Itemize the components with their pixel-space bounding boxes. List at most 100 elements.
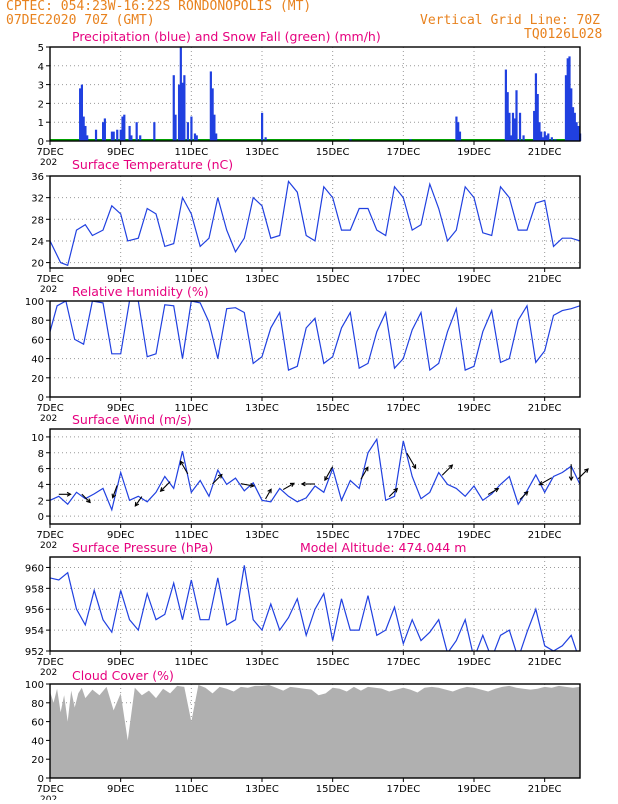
wind-vector-head-12 [364, 466, 369, 472]
cloud-frame [49, 683, 581, 779]
precip-bar [82, 116, 85, 141]
temp-series-line [50, 179, 580, 267]
wind-vector-head-5 [179, 460, 185, 466]
precip-bar [455, 116, 458, 141]
precip-xtick-label: 21DEC [528, 147, 562, 158]
precip-bar [547, 133, 550, 141]
rh-xtick-label: 17DEC [386, 403, 420, 414]
wind-vector-11 [324, 466, 334, 481]
precip-bar [515, 90, 518, 141]
wind-vector-head-10 [300, 481, 306, 487]
precip-bar [130, 135, 133, 141]
pres-xtick-label: 17DEC [386, 657, 420, 668]
wind-vector-12 [360, 466, 369, 480]
cloud-xtick-label: 13DEC [245, 784, 279, 795]
precip-bar [94, 129, 98, 141]
rh-ytick-label: 60 [31, 335, 44, 346]
precip-bar [112, 131, 115, 141]
precip-xtick-label: 13DEC [245, 147, 279, 158]
precip-bar [121, 116, 124, 141]
wind-vector-17 [519, 491, 529, 500]
temp-ytick-label: 32 [31, 194, 44, 205]
wind-vector-5 [180, 460, 189, 475]
pres-ytick-label: 960 [25, 563, 44, 574]
wind-xtick-label: 21DEC [528, 530, 562, 541]
pres-year-label: 202 [40, 668, 57, 678]
precip-bar [550, 137, 553, 141]
precip-bar [533, 110, 536, 141]
pres-title: Surface Pressure (hPa) [72, 540, 213, 555]
precip-bar [564, 75, 568, 141]
wind-vector-4 [160, 481, 171, 492]
precip-bar [103, 118, 106, 141]
temp-xtick-label: 11DEC [174, 274, 208, 285]
wind-vector-head-11 [324, 476, 329, 482]
rh-xtick-label: 15DEC [316, 403, 350, 414]
rh-xtick-label: 13DEC [245, 403, 279, 414]
precip-bar [190, 116, 193, 141]
wind-ytick-label: 4 [38, 480, 44, 491]
pres-ytick-label: 952 [25, 647, 44, 658]
precip-bar [195, 135, 198, 141]
temp-frame [49, 175, 581, 269]
pres-xtick-label: 21DEC [528, 657, 562, 668]
pres-xtick-label: 7DEC [36, 657, 63, 668]
wind-vector-head-0 [66, 491, 72, 497]
wind-xtick-label: 19DEC [457, 530, 491, 541]
precip-bar [128, 125, 131, 141]
wind-xtick-label: 9DEC [107, 530, 134, 541]
wind-frame [49, 428, 581, 525]
rh-frame [49, 300, 581, 398]
temp-xtick-label: 17DEC [386, 274, 420, 285]
wind-vector-head-2 [111, 493, 117, 499]
precip-bar [540, 131, 543, 141]
cloud-year-label: 202 [40, 795, 57, 800]
header-grid-note: Vertical Grid Line: 70Z [420, 13, 601, 28]
precip-bar [577, 125, 580, 141]
wind-vector-head-16 [494, 488, 500, 493]
pres-ytick-label: 954 [25, 626, 44, 637]
pres-xtick-label: 9DEC [107, 657, 134, 668]
wind-vector-head-19 [568, 476, 574, 482]
temp-xtick-label: 7DEC [36, 274, 63, 285]
rh-xtick-label: 11DEC [174, 403, 208, 414]
wind-vector-14 [406, 452, 417, 469]
precip-bar [571, 107, 575, 141]
precip-ytick-label: 1 [38, 118, 44, 129]
precip-bar [172, 75, 175, 141]
rh-series-line [50, 301, 580, 372]
wind-vector-16 [487, 488, 499, 495]
precip-bar [123, 114, 126, 141]
rh-ytick-label: 100 [25, 297, 44, 308]
temp-year-label: 202 [40, 285, 57, 295]
precip-bar [566, 58, 569, 141]
precip-bar [153, 122, 156, 141]
wind-ytick-label: 0 [38, 512, 44, 523]
precip-bar [504, 69, 507, 141]
precip-xtick-label: 7DEC [36, 147, 63, 158]
rh-title: Relative Humidity (%) [72, 284, 209, 299]
pres-ytick-label: 958 [25, 584, 44, 595]
precip-bar [139, 135, 142, 141]
wind-title: Surface Wind (m/s) [72, 412, 192, 427]
cloud-ytick-label: 40 [31, 736, 44, 747]
cloud-xtick-label: 17DEC [386, 784, 420, 795]
wind-ytick-label: 6 [38, 465, 44, 476]
precip-bar [538, 122, 541, 141]
temp-title: Surface Temperature (nC) [72, 157, 233, 172]
precip-bar [568, 56, 571, 141]
precip-bar [541, 137, 545, 141]
wind-vector-9 [282, 482, 295, 491]
precip-bar [193, 133, 197, 141]
rh-ytick-label: 0 [38, 393, 44, 404]
wind-vector-head-8 [267, 488, 272, 494]
precip-frame [49, 46, 581, 142]
temp-ytick-label: 24 [31, 237, 44, 248]
cloud-ytick-label: 20 [31, 755, 44, 766]
wind-vector-head-14 [411, 464, 417, 470]
rh-ytick-label: 20 [31, 374, 44, 385]
precip-bar [174, 114, 177, 141]
wind-vector-head-9 [289, 482, 295, 488]
precip-bar [116, 129, 119, 141]
